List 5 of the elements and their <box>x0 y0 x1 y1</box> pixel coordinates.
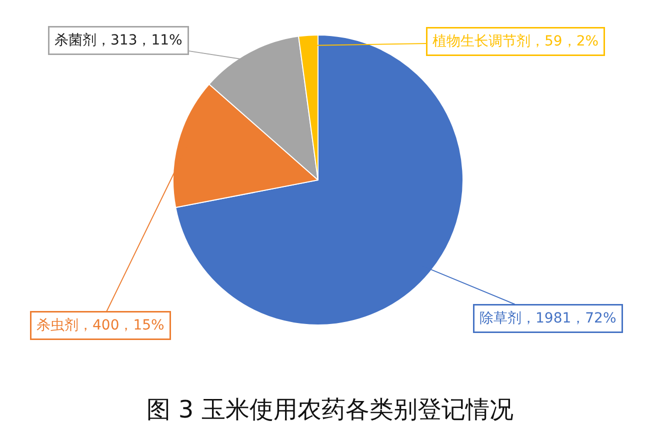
text: 图 3 玉米使用农药各类别登记情况 <box>146 395 514 424</box>
slice-label: 植物生长调节剂，59，2% <box>432 34 599 50</box>
slice-label: 除草剂，1981，72% <box>480 310 616 326</box>
slice-label: 杀菌剂，313，11% <box>54 32 182 48</box>
slice-label: 杀虫剂，400，15% <box>36 318 164 334</box>
